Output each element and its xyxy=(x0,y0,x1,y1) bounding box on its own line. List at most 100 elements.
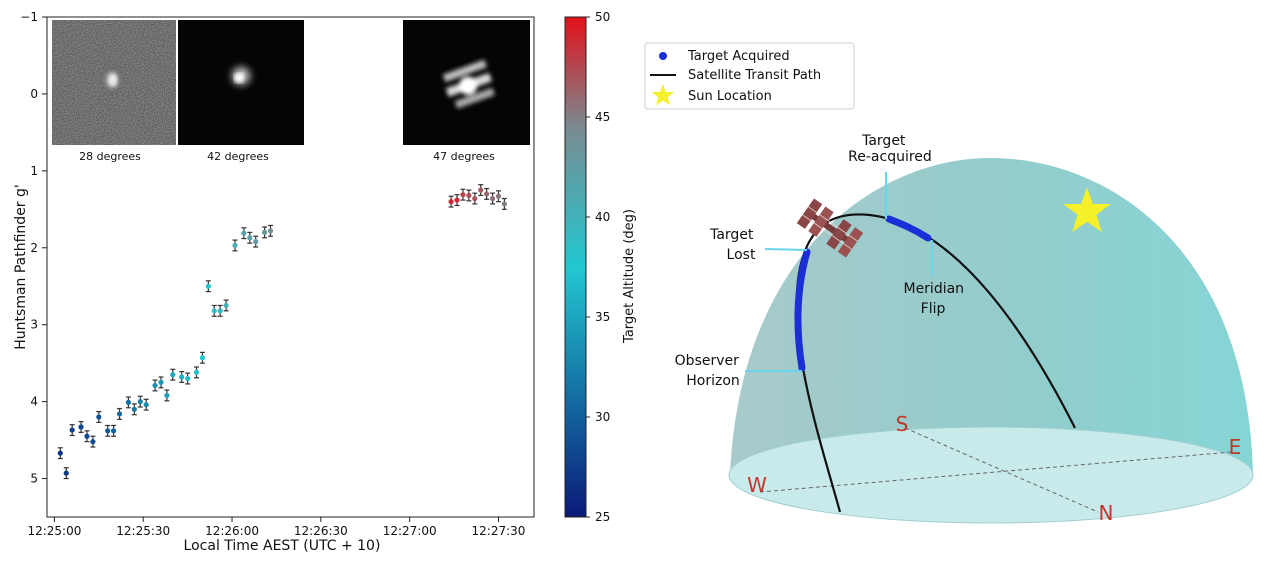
horizon-line-2: Horizon xyxy=(686,373,740,389)
data-point xyxy=(193,369,200,375)
meridian-line-1: Meridian xyxy=(903,281,964,297)
data-point xyxy=(90,439,96,445)
south-north-line xyxy=(904,427,1099,513)
data-point xyxy=(152,382,158,389)
meridian-line-2: Flip xyxy=(921,301,946,317)
meridian-label: Meridian Flip xyxy=(903,281,968,317)
sky-dome-diagram: Target Acquired Satellite Transit Path S… xyxy=(644,42,1254,525)
legend-target-acquired: Target Acquired xyxy=(687,49,790,64)
x-tick-label: 12:26:30 xyxy=(294,524,348,538)
lost-label: Target Lost xyxy=(709,227,758,263)
data-point xyxy=(96,414,102,420)
data-point xyxy=(472,195,478,202)
data-point xyxy=(466,192,472,199)
data-point xyxy=(199,355,206,361)
x-tick-label: 12:25:30 xyxy=(116,524,170,538)
data-point xyxy=(253,239,259,245)
data-point xyxy=(495,193,502,199)
data-point xyxy=(247,235,253,241)
data-point xyxy=(241,230,247,236)
data-point xyxy=(116,411,123,417)
data-point xyxy=(170,372,176,378)
data-point xyxy=(131,406,137,412)
x-axis-label: Local Time AEST (UTC + 10) xyxy=(184,538,381,554)
data-point xyxy=(105,428,111,434)
diagram-legend xyxy=(644,42,855,110)
colorbar-ticks: 25 30 35 40 45 50 xyxy=(586,10,610,524)
x-tick-label: 12:25:00 xyxy=(27,524,81,538)
data-point xyxy=(217,308,223,314)
compass-e: E xyxy=(1229,435,1242,459)
data-point xyxy=(158,379,164,385)
data-point xyxy=(267,228,274,234)
data-points xyxy=(57,184,507,480)
colorbar-tick-label: 40 xyxy=(595,210,610,224)
inset-caption-1: 28 degrees xyxy=(79,150,141,163)
data-point xyxy=(125,399,132,405)
data-point xyxy=(501,201,507,207)
colorbar-tick-label: 25 xyxy=(595,510,610,524)
colorbar-tick-label: 30 xyxy=(595,410,610,424)
data-point xyxy=(179,374,185,380)
y-axis-label: Huntsman Pathfinder g' xyxy=(13,184,29,349)
horizon-label: Observer Horizon xyxy=(675,353,744,389)
satellite-transit-path xyxy=(795,213,1076,513)
data-point xyxy=(63,470,69,476)
data-point xyxy=(454,197,460,203)
sky-dome xyxy=(730,158,1253,475)
compass-n: N xyxy=(1099,501,1114,525)
y-tick-label: −1 xyxy=(20,10,38,24)
data-point xyxy=(78,424,84,430)
data-point xyxy=(111,428,117,434)
colorbar-tick-label: 50 xyxy=(595,10,610,24)
data-point xyxy=(484,191,490,197)
x-tick-label: 12:27:00 xyxy=(383,524,437,538)
reacquired-label: Target Re-acquired xyxy=(848,133,932,165)
ground-plane xyxy=(728,426,1254,524)
target-acquired-segment-1 xyxy=(794,248,811,372)
data-point xyxy=(478,187,484,193)
data-point xyxy=(137,399,143,405)
inset-caption-2: 42 degrees xyxy=(207,150,269,163)
lost-pointer xyxy=(764,248,808,251)
reacquired-line-2: Re-acquired xyxy=(848,149,932,165)
y-tick-label: 4 xyxy=(30,395,38,409)
sun-star-icon xyxy=(1063,187,1111,232)
light-curve-chart: 28 degrees 42 degrees 47 degrees −1 0 1 2 3 4… xyxy=(13,10,637,554)
satellite-icon xyxy=(796,198,864,258)
lost-line-1: Target xyxy=(709,227,754,243)
horizon-line-1: Observer xyxy=(675,353,739,369)
x-tick-label: 12:27:30 xyxy=(472,524,526,538)
data-point xyxy=(84,433,90,439)
compass-w: W xyxy=(747,473,767,497)
y-tick-label: 3 xyxy=(30,318,38,332)
y-tick-label: 1 xyxy=(30,164,38,178)
data-point xyxy=(489,195,496,202)
compass-s: S xyxy=(896,412,909,436)
colorbar-tick-label: 45 xyxy=(595,110,610,124)
data-point xyxy=(223,302,229,309)
data-point xyxy=(261,229,268,235)
inset-47-degrees xyxy=(403,20,530,145)
legend-sun-location: Sun Location xyxy=(688,89,772,104)
data-point xyxy=(205,283,211,289)
legend-transit-path: Satellite Transit Path xyxy=(688,68,821,83)
inset-28-degrees xyxy=(52,20,176,145)
target-acquired-segment-2 xyxy=(885,215,932,242)
reacquired-line-1: Target xyxy=(861,133,906,149)
data-point xyxy=(211,308,217,314)
data-point xyxy=(185,375,191,382)
data-point xyxy=(69,427,75,433)
data-point xyxy=(57,450,63,456)
colorbar-label: Target Altitude (deg) xyxy=(622,209,637,344)
target-acquired-marker xyxy=(659,52,667,60)
x-tick-label: 12:26:00 xyxy=(205,524,259,538)
data-point xyxy=(164,392,170,399)
y-tick-label: 2 xyxy=(30,241,38,255)
colorbar-tick-label: 35 xyxy=(595,310,610,324)
lost-line-2: Lost xyxy=(727,247,756,263)
sun-legend-star-icon xyxy=(651,84,675,106)
y-tick-label: 0 xyxy=(30,87,38,101)
y-axis: −1 0 1 2 3 4 5 xyxy=(20,10,47,486)
